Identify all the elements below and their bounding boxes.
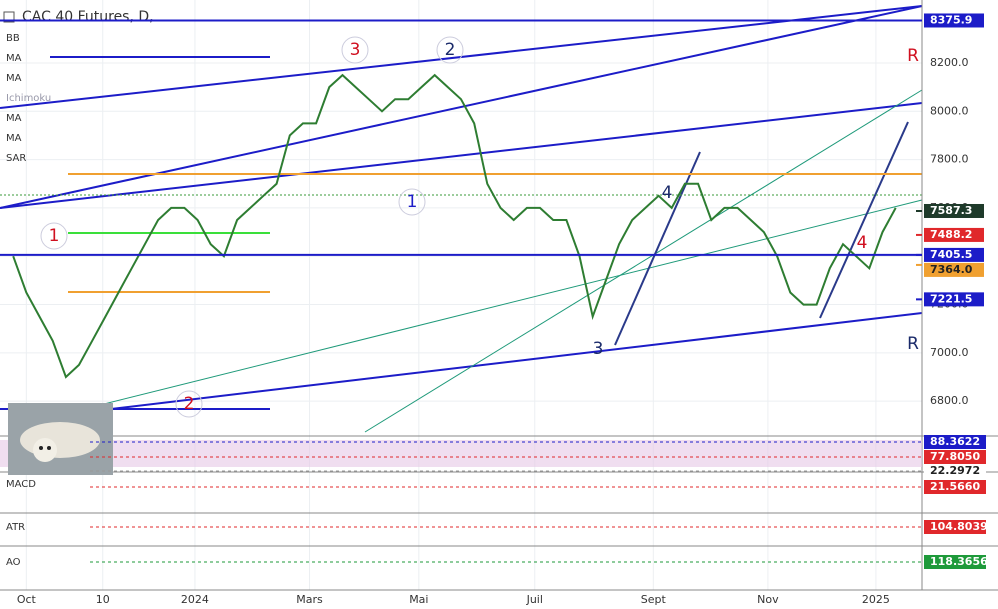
trend-line	[364, 89, 923, 433]
annotation: 4	[662, 183, 673, 203]
annotation: R	[907, 46, 919, 66]
level-badge	[924, 227, 984, 242]
level-label: 7221.5	[930, 292, 972, 305]
annotation-ring	[175, 390, 203, 418]
y-tick-label: 6800.0	[930, 394, 969, 407]
level-label: 7587.3	[930, 204, 972, 217]
indicator-label: MA	[6, 73, 22, 84]
annotation: 3	[593, 339, 604, 359]
level-label: 7488.2	[930, 228, 972, 241]
annotation: 2	[184, 394, 195, 414]
value-label: 21.5660	[930, 480, 980, 493]
rsi-band	[0, 440, 922, 467]
x-tick-label: Nov	[757, 593, 779, 606]
indicator-label: MA	[6, 133, 22, 144]
level-label: 7405.5	[930, 248, 972, 261]
level-badge	[924, 262, 984, 277]
price-line	[12, 73, 897, 379]
value-label: 118.3656	[930, 555, 988, 568]
icon	[3, 11, 15, 23]
trend-line	[0, 102, 923, 209]
trend-line	[59, 312, 923, 416]
trend-line	[79, 199, 923, 411]
annotation-ring	[436, 36, 464, 64]
indicator-label: BB	[6, 33, 20, 44]
chart-title: CAC 40 Futures, D,	[22, 9, 154, 25]
x-tick-label: Mai	[409, 593, 428, 606]
value-badge	[924, 435, 986, 449]
level-badge	[924, 292, 984, 307]
panel-label: ATR	[6, 522, 25, 533]
annotation: R	[907, 334, 919, 354]
x-tick-label: Oct	[17, 593, 37, 606]
indicator-label: MA	[6, 53, 22, 64]
x-tick-label: 2025	[862, 593, 890, 606]
x-tick-label: Mars	[296, 593, 323, 606]
value-badge	[924, 464, 986, 478]
level-badge	[924, 13, 984, 28]
value-label: 88.3622	[930, 435, 980, 448]
level-label: 8375.9	[930, 13, 972, 26]
x-tick-label: Sept	[641, 593, 667, 606]
annotation: 1	[407, 192, 418, 212]
level-label: 7364.0	[930, 263, 973, 276]
panel-label: MACD	[6, 479, 36, 490]
value-badge	[924, 520, 986, 534]
indicator-label: MA	[6, 113, 22, 124]
indicator-label: Ichimoku	[6, 93, 51, 104]
y-tick-label: 8200.0	[930, 56, 969, 69]
annotation-ring	[341, 36, 369, 64]
panel-label: AO	[6, 557, 21, 568]
value-label: 22.2972	[930, 464, 980, 477]
annotation: 2	[445, 40, 456, 60]
y-tick-label: 7000.0	[930, 346, 969, 359]
value-badge	[924, 450, 986, 464]
y-tick-label: 7800.0	[930, 153, 969, 166]
x-tick-label: Juil	[526, 593, 543, 606]
annotation-ring	[40, 222, 68, 250]
value-badge	[924, 555, 986, 569]
avatar	[8, 403, 113, 475]
x-tick-label: 10	[96, 593, 110, 606]
annotation: 4	[857, 233, 868, 253]
indicator-label: SAR	[6, 153, 26, 164]
x-tick-label: 2024	[181, 593, 209, 606]
y-tick-label: 8000.0	[930, 104, 969, 117]
annotation: 1	[49, 226, 60, 246]
level-badge	[924, 203, 984, 218]
value-label: 77.8050	[930, 450, 980, 463]
annotation: 3	[350, 40, 361, 60]
value-label: 104.8039	[930, 520, 988, 533]
level-badge	[924, 247, 984, 262]
arrow	[819, 121, 909, 319]
annotation-ring	[398, 188, 426, 216]
value-badge	[924, 480, 986, 494]
